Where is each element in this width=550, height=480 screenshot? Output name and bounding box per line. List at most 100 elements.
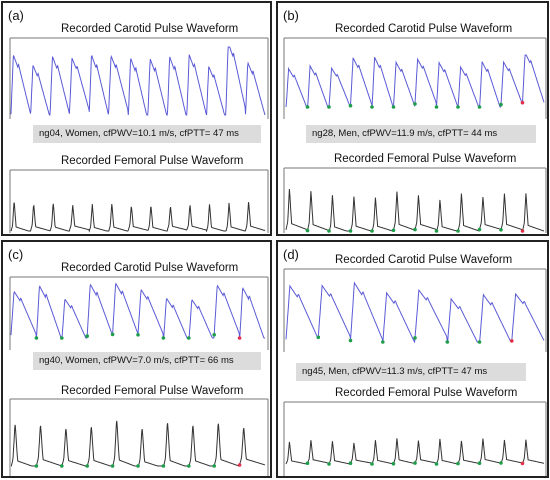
- femoral-foot-markers: [34, 463, 242, 468]
- waveform-plot-area: [9, 276, 269, 476]
- femoral-waveform-trace: [10, 202, 266, 233]
- waveform-foot-marker: [381, 340, 385, 344]
- waveform-foot-marker: [348, 103, 353, 108]
- waveform-foot-marker: [477, 227, 482, 232]
- waveform-foot-marker: [370, 105, 374, 109]
- waveform-foot-marker: [212, 464, 216, 468]
- waveform-plot-area: [283, 268, 547, 476]
- waveform-plot-area: [283, 37, 547, 233]
- waveform-foot-marker: [413, 102, 417, 106]
- waveform-foot-marker: [327, 462, 331, 466]
- panel-label: (d): [283, 247, 299, 262]
- waveform-foot-marker: [520, 100, 525, 105]
- waveform-foot-marker: [499, 102, 503, 107]
- femoral-waveform-title: Recorded Femoral Pulse Waveform: [335, 387, 518, 399]
- waveform-foot-marker: [434, 462, 439, 466]
- waveform-foot-marker: [445, 340, 450, 344]
- femoral-waveform-title: Recorded Femoral Pulse Waveform: [61, 155, 244, 167]
- femoral-waveform-title: Recorded Femoral Pulse Waveform: [61, 385, 244, 397]
- waveform-foot-marker: [391, 105, 396, 109]
- femoral-waveform-trace: [285, 438, 545, 466]
- waveform-foot-marker: [60, 336, 64, 340]
- waveform-foot-marker: [520, 461, 525, 466]
- carotid-foot-markers: [305, 100, 525, 109]
- panel-b: (b) Recorded Carotid Pulse Waveform ng28…: [276, 1, 549, 236]
- subject-info-box: ng45, Men, cfPWV=11.3 m/s, cfPTT= 47 ms: [296, 363, 526, 381]
- femoral-foot-markers: [305, 461, 525, 466]
- carotid-waveform-trace: [10, 282, 265, 339]
- waveform-foot-marker: [477, 105, 482, 109]
- carotid-waveform-trace: [285, 54, 545, 108]
- femoral-foot-markers: [305, 227, 525, 233]
- waveform-foot-marker: [456, 461, 460, 466]
- waveform-foot-marker: [212, 333, 216, 337]
- waveform-foot-marker: [327, 229, 331, 233]
- waveform-foot-marker: [305, 228, 310, 233]
- waveform-foot-marker: [85, 334, 89, 338]
- femoral-plot-frame: [283, 401, 547, 476]
- waveform-foot-marker: [456, 229, 460, 233]
- waveform-foot-marker: [161, 336, 166, 340]
- carotid-plot-frame: [9, 37, 269, 119]
- waveform-foot-marker: [499, 461, 503, 465]
- waveform-foot-marker: [520, 229, 525, 233]
- carotid-plot-frame: [283, 268, 547, 352]
- femoral-waveform-trace: [10, 420, 266, 467]
- subject-info-box: ng04, Women, cfPWV=10.1 m/s, cfPTT= 47 m…: [33, 125, 261, 143]
- waveform-foot-marker: [477, 340, 482, 344]
- subject-info-box: ng40, Women, cfPWV=7.0 m/s, cfPTT= 66 ms: [33, 352, 261, 370]
- waveform-foot-marker: [187, 464, 191, 468]
- waveform-foot-marker: [316, 335, 321, 340]
- waveform-foot-marker: [370, 229, 374, 233]
- femoral-waveform-title: Recorded Femoral Pulse Waveform: [334, 153, 517, 165]
- panel-label: (b): [283, 8, 299, 23]
- waveform-foot-marker: [456, 105, 460, 109]
- waveform-foot-marker: [327, 105, 331, 109]
- panel-c: (c) Recorded Carotid Pulse Waveform ng40…: [1, 240, 272, 478]
- waveform-plot-area: [9, 37, 269, 233]
- carotid-foot-markers: [316, 335, 514, 344]
- waveform-foot-marker: [348, 461, 353, 465]
- waveform-foot-marker: [60, 464, 64, 468]
- waveform-foot-marker: [413, 227, 417, 232]
- waveform-foot-marker: [477, 461, 482, 465]
- carotid-waveform-title: Recorded Carotid Pulse Waveform: [335, 23, 513, 35]
- carotid-plot-frame: [9, 276, 269, 350]
- carotid-waveform-trace: [10, 46, 266, 116]
- waveform-foot-marker: [110, 332, 115, 337]
- panel-label: (a): [8, 8, 24, 23]
- waveform-foot-marker: [434, 105, 439, 109]
- femoral-plot-frame: [9, 398, 269, 476]
- waveform-foot-marker: [237, 463, 242, 467]
- waveform-foot-marker: [34, 336, 39, 340]
- waveform-foot-marker: [136, 333, 140, 337]
- panel-label: (c): [8, 247, 24, 262]
- femoral-plot-frame: [283, 167, 547, 233]
- waveform-foot-marker: [370, 462, 374, 466]
- waveform-foot-marker: [85, 464, 89, 468]
- carotid-plot-frame: [283, 37, 547, 119]
- waveform-foot-marker: [187, 336, 191, 340]
- waveform-foot-marker: [413, 461, 417, 465]
- panel-a: (a) Recorded Carotid Pulse Waveform ng04…: [1, 1, 272, 236]
- waveform-foot-marker: [348, 338, 353, 343]
- waveform-foot-marker: [510, 339, 514, 343]
- waveform-foot-marker: [136, 464, 140, 468]
- waveform-foot-marker: [305, 105, 310, 109]
- carotid-waveform-trace: [285, 281, 545, 344]
- carotid-waveform-title: Recorded Carotid Pulse Waveform: [61, 262, 239, 274]
- waveform-foot-marker: [391, 461, 396, 466]
- waveform-foot-marker: [161, 464, 166, 468]
- subject-info-box: ng28, Men, cfPWV=11.9 m/s, cfPTT= 44 ms: [306, 125, 536, 143]
- waveform-foot-marker: [34, 464, 39, 468]
- waveform-foot-marker: [110, 464, 115, 468]
- waveform-foot-marker: [237, 336, 242, 340]
- femoral-plot-frame: [9, 169, 269, 233]
- femoral-waveform-trace: [285, 188, 545, 233]
- waveform-foot-marker: [391, 228, 396, 233]
- panel-d: (d) Recorded Carotid Pulse Waveform ng45…: [276, 240, 549, 478]
- waveform-foot-marker: [413, 336, 417, 340]
- waveform-foot-marker: [348, 229, 353, 233]
- carotid-waveform-title: Recorded Carotid Pulse Waveform: [335, 254, 513, 266]
- waveform-foot-marker: [305, 461, 310, 465]
